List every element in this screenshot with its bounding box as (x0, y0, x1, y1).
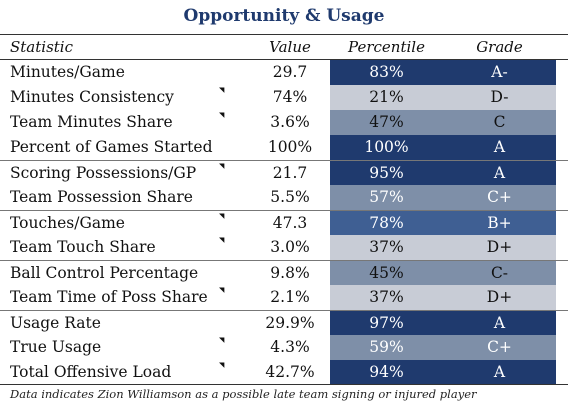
corner-marker-icon: ◥ (219, 111, 225, 119)
table-row: Usage Rate 29.9% 97% A (0, 310, 568, 336)
grade-cell: C- (490, 264, 509, 282)
corner-marker-icon: ◥ (219, 361, 225, 369)
table-header: Statistic Value Percentile Grade (0, 34, 568, 60)
value-cell: 3.6% (270, 113, 310, 131)
footnote: Data indicates Zion Williamson as a poss… (10, 387, 477, 401)
percentile-cell: 97% (369, 314, 404, 332)
value-cell: 2.1% (270, 288, 310, 306)
header-value: Value (269, 38, 311, 56)
percentile-fill (330, 211, 556, 236)
table-row: Team Touch Share 3.0% 37% D+ ◥ (0, 235, 568, 260)
statistic-label: Touches/Game (10, 214, 125, 232)
value-cell: 4.3% (270, 338, 310, 356)
percentile-cell: 37% (369, 238, 404, 256)
percentile-fill (330, 311, 556, 336)
table-row: Scoring Possessions/GP 21.7 95% A ◥ (0, 160, 568, 186)
table-row: Team Minutes Share 3.6% 47% C ◥ (0, 110, 568, 135)
percentile-cell: 78% (369, 214, 404, 232)
table-row: Percent of Games Started 100% 100% A (0, 135, 568, 160)
grade-cell: B+ (487, 214, 512, 232)
grade-cell: C+ (487, 188, 512, 206)
value-cell: 74% (272, 88, 308, 106)
corner-marker-icon: ◥ (219, 212, 225, 220)
grade-cell: D+ (486, 238, 513, 256)
table-row: Touches/Game 47.3 78% B+ ◥ (0, 210, 568, 236)
percentile-cell: 57% (369, 188, 404, 206)
percentile-fill (330, 235, 556, 260)
percentile-fill (330, 335, 556, 360)
corner-marker-icon: ◥ (219, 336, 225, 344)
table-title: Opportunity & Usage (183, 6, 385, 26)
value-cell: 9.8% (270, 264, 310, 282)
percentile-fill (330, 60, 556, 85)
percentile-cell: 83% (369, 63, 404, 81)
table-row: Team Possession Share 5.5% 57% C+ (0, 185, 568, 210)
statistic-label: Minutes Consistency (10, 88, 174, 106)
grade-cell: A (493, 164, 506, 182)
statistic-label: Team Touch Share (10, 238, 156, 256)
statistic-label: Team Possession Share (10, 188, 193, 206)
grade-cell: A (493, 363, 506, 381)
statistic-label: Minutes/Game (10, 63, 125, 81)
statistic-label: Scoring Possessions/GP (10, 164, 197, 182)
grade-cell: D- (490, 88, 509, 106)
percentile-fill (330, 85, 556, 110)
header-grade: Grade (476, 38, 523, 56)
corner-marker-icon: ◥ (219, 236, 225, 244)
percentile-fill (330, 185, 556, 210)
grade-cell: A (493, 314, 506, 332)
value-cell: 47.3 (272, 214, 308, 232)
corner-marker-icon: ◥ (219, 286, 225, 294)
table-row: True Usage 4.3% 59% C+ ◥ (0, 335, 568, 360)
statistic-label: Team Minutes Share (10, 113, 173, 131)
value-cell: 21.7 (272, 164, 308, 182)
grade-cell: C+ (487, 338, 512, 356)
value-cell: 42.7% (265, 363, 315, 381)
percentile-fill (330, 110, 556, 135)
statistic-label: Usage Rate (10, 314, 101, 332)
table-row: Minutes Consistency 74% 21% D- ◥ (0, 85, 568, 110)
statistic-label: Percent of Games Started (10, 138, 213, 156)
percentile-cell: 95% (369, 164, 404, 182)
value-cell: 100% (267, 138, 313, 156)
percentile-cell: 47% (369, 113, 404, 131)
header-percentile: Percentile (348, 38, 425, 56)
table-row: Ball Control Percentage 9.8% 45% C- (0, 260, 568, 286)
grade-cell: A (493, 138, 506, 156)
value-cell: 3.0% (270, 238, 310, 256)
percentile-fill (330, 261, 556, 286)
value-cell: 29.7 (272, 63, 308, 81)
statistic-label: Ball Control Percentage (10, 264, 199, 282)
table-row: Total Offensive Load 42.7% 94% A ◥ (0, 360, 568, 385)
percentile-fill (330, 135, 556, 160)
percentile-cell: 94% (369, 363, 404, 381)
grade-cell: A- (491, 63, 508, 81)
percentile-cell: 59% (369, 338, 404, 356)
table-row: Team Time of Poss Share 2.1% 37% D+ ◥ (0, 285, 568, 310)
grade-cell: C (493, 113, 506, 131)
footer-divider (0, 384, 568, 385)
corner-marker-icon: ◥ (219, 86, 225, 94)
percentile-cell: 21% (369, 88, 404, 106)
table-row: Minutes/Game 29.7 83% A- (0, 60, 568, 85)
value-cell: 5.5% (270, 188, 310, 206)
grade-cell: D+ (486, 288, 513, 306)
percentile-fill (330, 360, 556, 385)
percentile-fill (330, 161, 556, 186)
statistic-label: Total Offensive Load (10, 363, 172, 381)
statistic-label: Team Time of Poss Share (10, 288, 208, 306)
percentile-cell: 37% (369, 288, 404, 306)
percentile-cell: 100% (364, 138, 409, 156)
header-statistic: Statistic (10, 38, 73, 56)
percentile-fill (330, 285, 556, 310)
statistic-label: True Usage (10, 338, 102, 356)
value-cell: 29.9% (265, 314, 315, 332)
corner-marker-icon: ◥ (219, 162, 225, 170)
percentile-cell: 45% (369, 264, 404, 282)
